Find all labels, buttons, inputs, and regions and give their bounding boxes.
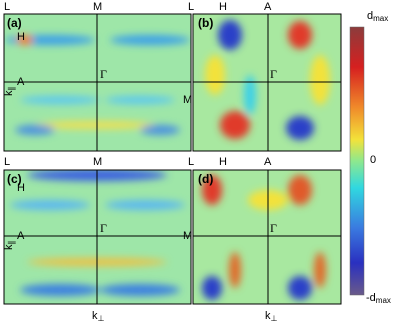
text: ∥ xyxy=(7,241,16,245)
panel-a xyxy=(3,13,192,152)
panel-label: (a) xyxy=(7,16,22,30)
axis-label: k∥ xyxy=(3,87,16,97)
heatmap-features xyxy=(205,20,330,140)
center-label: Γ xyxy=(100,221,107,235)
text: max xyxy=(373,14,388,23)
text: k xyxy=(92,310,98,322)
left-label: A xyxy=(17,76,25,88)
panel-c xyxy=(3,169,192,305)
top-label: L xyxy=(188,156,194,168)
center-label: Γ xyxy=(100,67,107,81)
panel-label: (b) xyxy=(198,16,213,30)
text: k xyxy=(3,244,15,250)
colorbar-label: -dmax xyxy=(366,292,391,305)
axis-label: k⊥ xyxy=(265,310,278,323)
panel-label: (c) xyxy=(7,172,22,186)
text: ⊥ xyxy=(98,314,105,323)
left-label: A xyxy=(17,230,25,242)
text: ∥ xyxy=(7,87,16,91)
top-label: L xyxy=(4,156,10,168)
top-label: A xyxy=(264,156,272,168)
center-label: Γ xyxy=(270,67,277,81)
axis-label: k∥ xyxy=(3,241,16,251)
top-label: M xyxy=(93,1,102,13)
text: d xyxy=(367,10,373,22)
heatmap-features xyxy=(5,35,190,135)
panel-d xyxy=(192,169,342,305)
top-label: M xyxy=(93,156,102,168)
text: ⊥ xyxy=(271,314,278,323)
axis-label: k⊥ xyxy=(92,310,105,323)
text: k xyxy=(265,310,271,322)
left-label: H xyxy=(17,182,25,194)
frame xyxy=(192,169,342,305)
top-label: H xyxy=(219,156,227,168)
top-label: L xyxy=(188,1,194,13)
panel-b xyxy=(192,13,342,152)
colorbar-label: 0 xyxy=(370,154,376,166)
heatmap-features xyxy=(202,175,326,300)
text: max xyxy=(376,296,391,305)
top-label: H xyxy=(219,1,227,13)
left-label: M xyxy=(183,94,192,106)
left-label: H xyxy=(17,31,25,43)
text: k xyxy=(3,90,15,96)
center-label: Γ xyxy=(270,221,277,235)
text: -d xyxy=(366,292,376,304)
left-label: M xyxy=(183,230,192,242)
top-label: L xyxy=(4,1,10,13)
panel-label: (d) xyxy=(198,172,213,186)
colorbar-label: dmax xyxy=(367,10,388,23)
colorbar xyxy=(349,26,365,296)
top-label: A xyxy=(264,1,272,13)
